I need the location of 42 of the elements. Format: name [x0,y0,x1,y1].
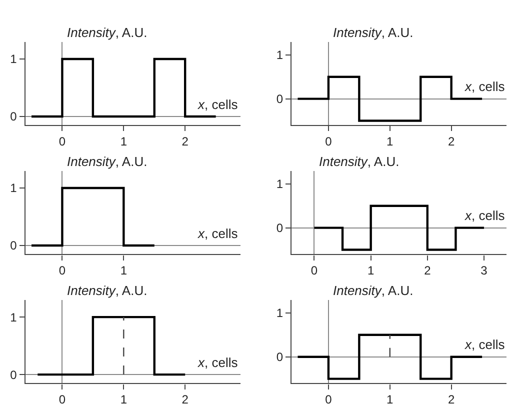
x-axis-title: x, cells [197,97,238,112]
x-tick-label: 3 [480,264,488,278]
y-tick-label: 0 [276,92,284,106]
x-tick-label: 2 [424,264,432,278]
x-tick-label: 1 [367,264,374,278]
x-tick-label: 0 [325,134,332,149]
y-axis-title: Intensity, A.U. [67,283,148,298]
x-tick-label: 2 [448,134,455,149]
x-axis-title: x, cells [464,79,506,94]
y-tick-label: 0 [10,110,18,124]
y-tick-label: 1 [276,177,284,192]
y-tick-label: 1 [276,48,284,62]
x-tick-label: 1 [120,264,128,278]
x-axis-title: x, cells [464,337,506,352]
x-axis-title: x, cells [197,226,238,241]
y-tick-label: 0 [10,238,18,253]
y-tick-label: 0 [276,221,284,236]
y-tick-label: 0 [276,350,284,364]
x-tick-label: 0 [58,264,66,278]
x-tick-label: 2 [182,134,189,149]
y-tick-label: 0 [10,368,18,382]
x-tick-label: 1 [386,134,394,149]
x-tick-label: 0 [310,264,318,278]
y-tick-label: 1 [276,306,284,320]
x-tick-label: 2 [448,392,455,407]
x-tick-label: 1 [120,134,128,149]
y-axis-title: Intensity, A.U. [67,25,148,40]
x-tick-label: 0 [58,134,66,149]
x-tick-label: 2 [182,392,189,407]
y-axis-title: Intensity, A.U. [67,154,148,169]
y-axis-title: Intensity, A.U. [333,25,414,40]
y-axis-title: Intensity, A.U. [319,154,400,169]
y-axis-title: Intensity, A.U. [333,283,414,298]
y-tick-label: 1 [10,181,18,196]
y-tick-label: 1 [10,310,18,324]
x-axis-title: x, cells [197,355,238,370]
x-tick-label: 1 [120,392,128,407]
y-tick-label: 1 [10,52,18,66]
x-tick-label: 0 [58,392,66,407]
x-tick-label: 0 [325,392,332,407]
x-axis-title: x, cells [464,208,506,223]
x-tick-label: 1 [386,392,394,407]
